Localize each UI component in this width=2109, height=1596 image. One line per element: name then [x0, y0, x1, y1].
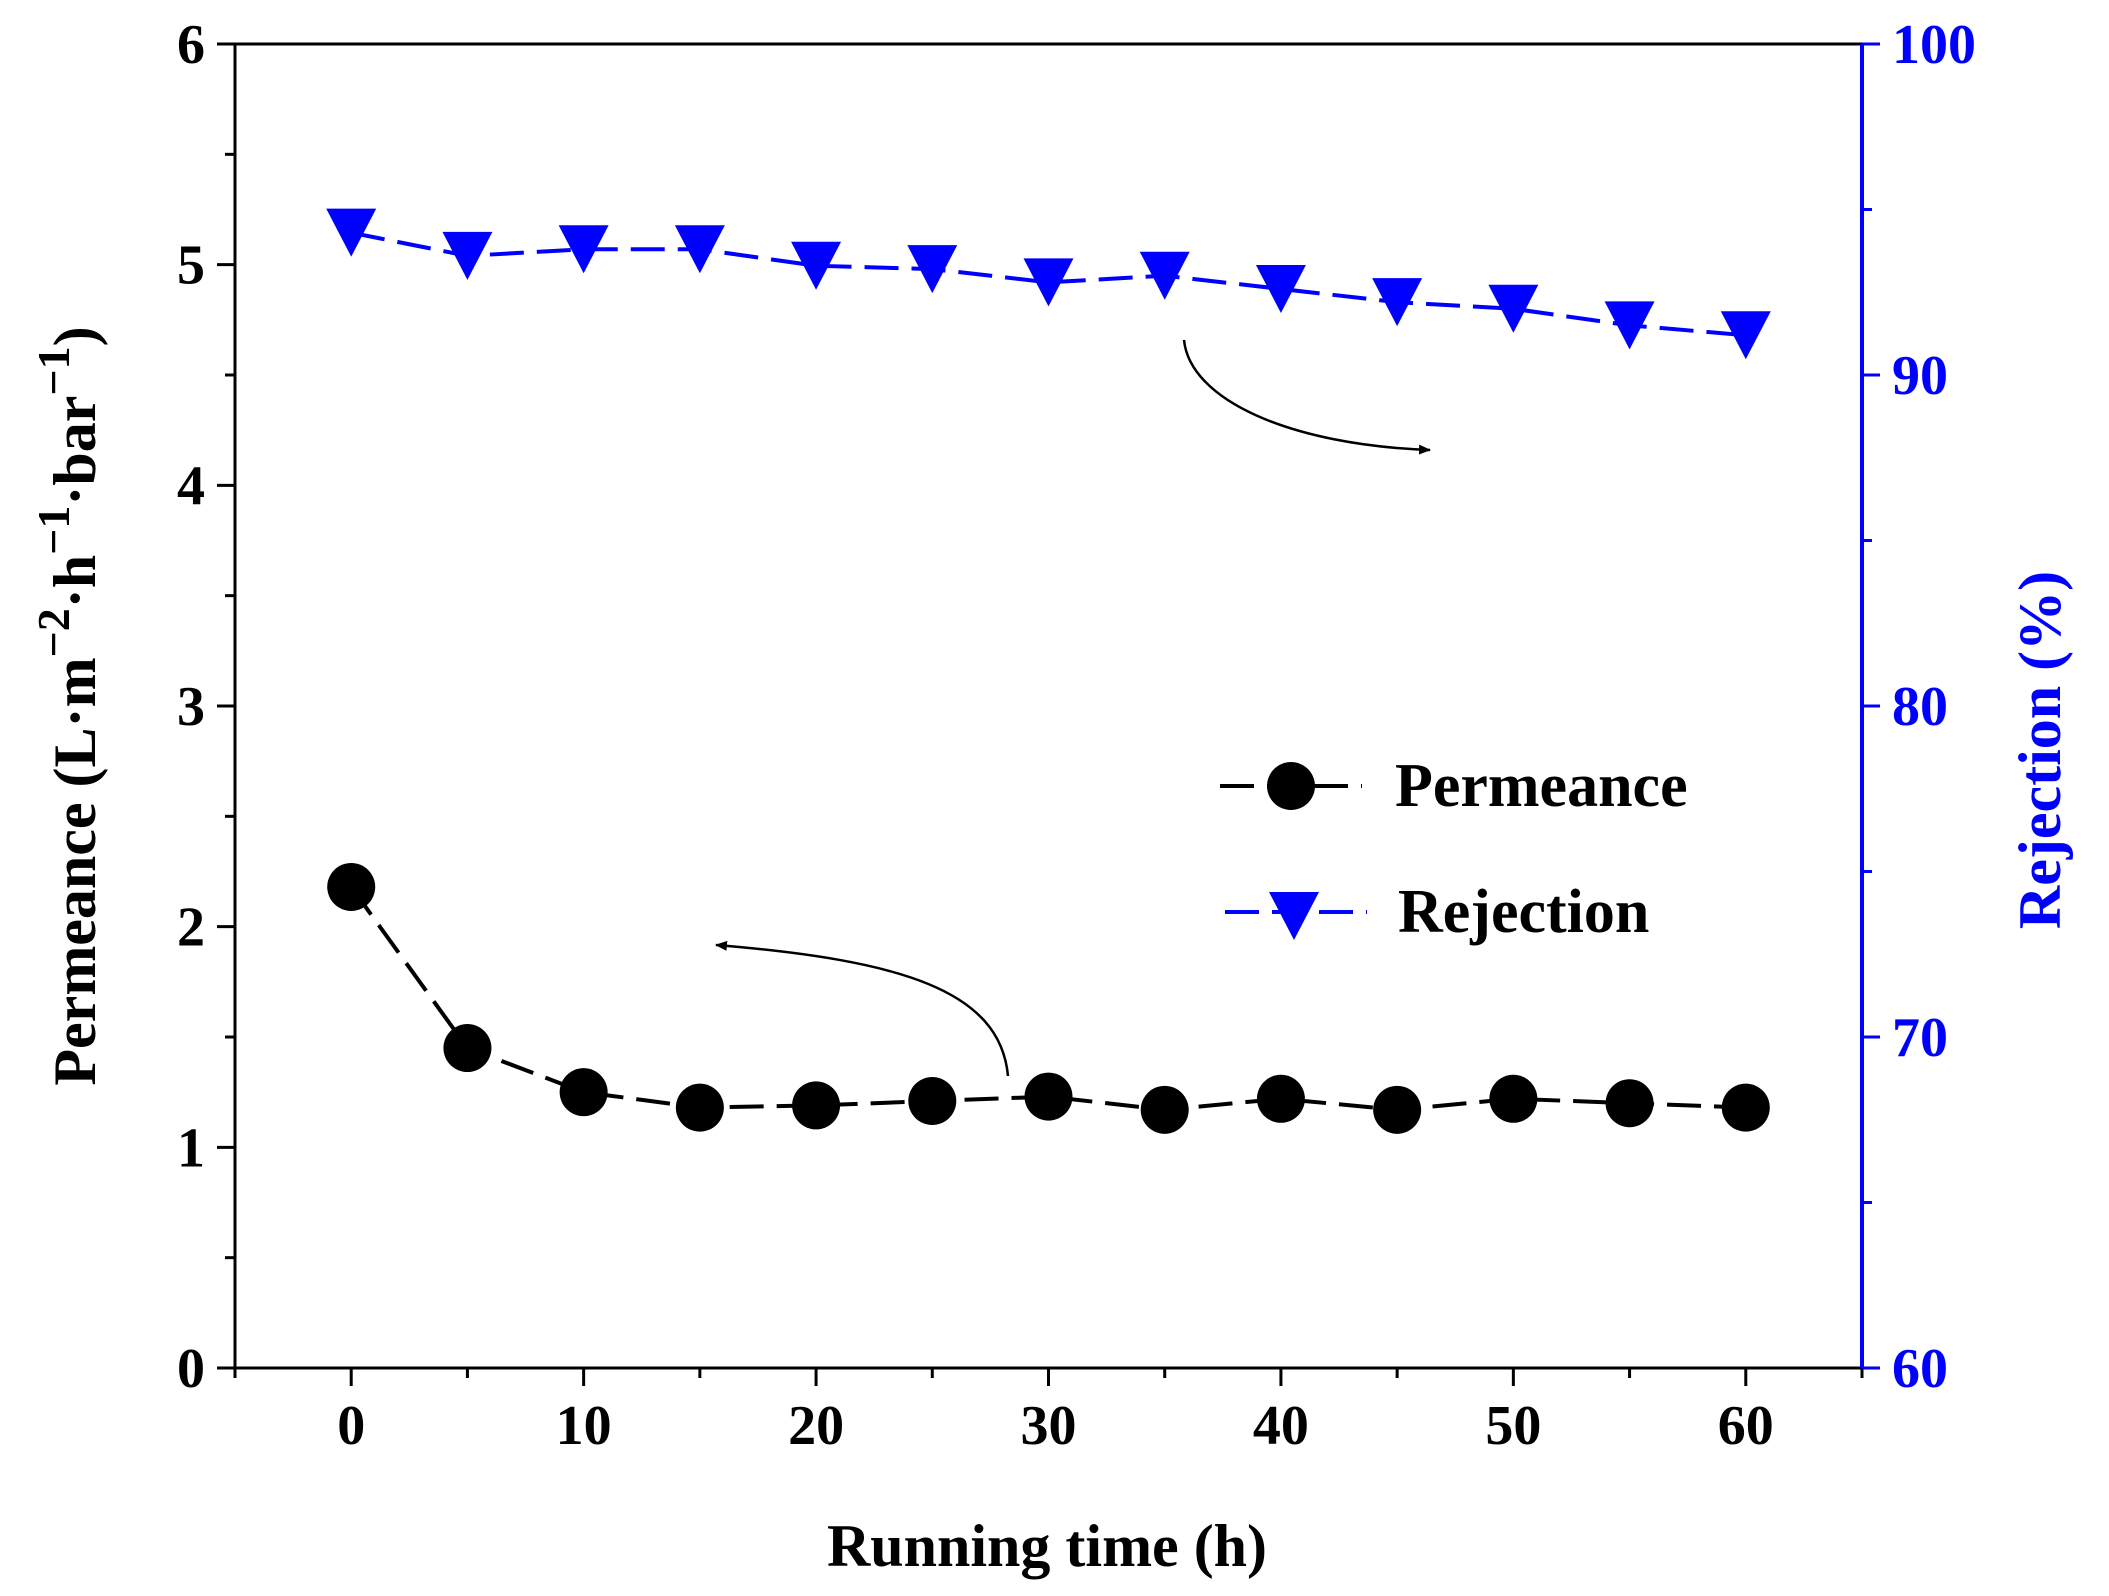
- data-point-permeance: [559, 1068, 608, 1117]
- data-point-rejection: [907, 245, 958, 294]
- data-point-permeance: [1373, 1085, 1422, 1134]
- data-point-permeance: [908, 1076, 957, 1125]
- legend-entry-permeance: Permeance: [1220, 752, 1688, 820]
- data-point-permeance: [327, 862, 376, 911]
- x-tick-label: 10: [556, 1395, 612, 1457]
- left-y-tick-label: 4: [177, 455, 205, 517]
- arrow-to-right-axis: [1182, 339, 1431, 455]
- data-point-rejection: [1720, 311, 1771, 360]
- arrow-to-left-axis: [715, 940, 1010, 1077]
- legend-label-permeance: Permeance: [1395, 752, 1688, 820]
- data-point-rejection: [1255, 264, 1306, 313]
- right-y-tick-label: 70: [1892, 1007, 1948, 1069]
- data-point-rejection: [1372, 278, 1423, 327]
- series-layer: [326, 208, 1771, 1134]
- left-y-tick-label: 0: [177, 1338, 205, 1400]
- data-point-permeance: [1024, 1072, 1073, 1121]
- left-y-tick-label: 1: [177, 1117, 205, 1179]
- data-point-permeance: [675, 1083, 724, 1132]
- x-tick-label: 50: [1485, 1395, 1541, 1457]
- legend-label-rejection: Rejection: [1398, 878, 1649, 946]
- data-point-rejection: [1139, 251, 1190, 300]
- data-point-permeance: [1489, 1074, 1538, 1123]
- data-point-rejection: [674, 225, 725, 274]
- data-point-permeance: [1256, 1074, 1305, 1123]
- right-axis-title: Rejection (%): [2007, 571, 2073, 929]
- x-tick-label: 30: [1021, 1395, 1077, 1457]
- right-y-tick-label: 80: [1892, 676, 1948, 738]
- legend-marker-rejection: [1269, 892, 1319, 940]
- data-point-rejection: [558, 225, 609, 274]
- x-tick-label: 20: [788, 1395, 844, 1457]
- data-point-rejection: [1488, 284, 1539, 333]
- right-y-tick-label: 60: [1892, 1338, 1948, 1400]
- left-y-tick-label: 6: [177, 14, 205, 76]
- left-y-tick-label: 3: [177, 676, 205, 738]
- x-tick-label: 0: [337, 1395, 365, 1457]
- data-point-rejection: [791, 241, 842, 290]
- x-axis-ticks: 0 10 20 30 40 50 60: [233, 1368, 1864, 1457]
- data-point-permeance: [1605, 1079, 1654, 1128]
- legend-marker-permeance: [1267, 762, 1315, 810]
- legend: Permeance Rejection: [1220, 752, 1688, 946]
- data-point-rejection: [1023, 258, 1074, 307]
- x-tick-label: 40: [1253, 1395, 1309, 1457]
- right-axis-ticks: 60 70 80 90 100: [1862, 14, 1976, 1400]
- right-y-tick-label: 90: [1892, 345, 1948, 407]
- data-point-rejection: [1604, 301, 1655, 350]
- left-axis-ticks: 0 1 2 3 4 5 6: [177, 14, 235, 1400]
- x-axis-title: Running time (h): [827, 1513, 1267, 1579]
- left-axis-title: Permeance (L·m−2·h−1·bar−1): [28, 326, 108, 1085]
- data-point-permeance: [792, 1081, 841, 1130]
- data-point-permeance: [1721, 1083, 1770, 1132]
- data-point-rejection: [326, 208, 377, 257]
- x-tick-label: 60: [1718, 1395, 1774, 1457]
- legend-entry-rejection: Rejection: [1225, 878, 1649, 946]
- data-point-permeance: [443, 1024, 492, 1073]
- data-point-rejection: [442, 231, 493, 280]
- left-y-tick-label: 2: [177, 897, 205, 959]
- data-point-permeance: [1140, 1085, 1189, 1134]
- left-y-tick-label: 5: [177, 235, 205, 297]
- right-y-tick-label: 100: [1892, 14, 1976, 76]
